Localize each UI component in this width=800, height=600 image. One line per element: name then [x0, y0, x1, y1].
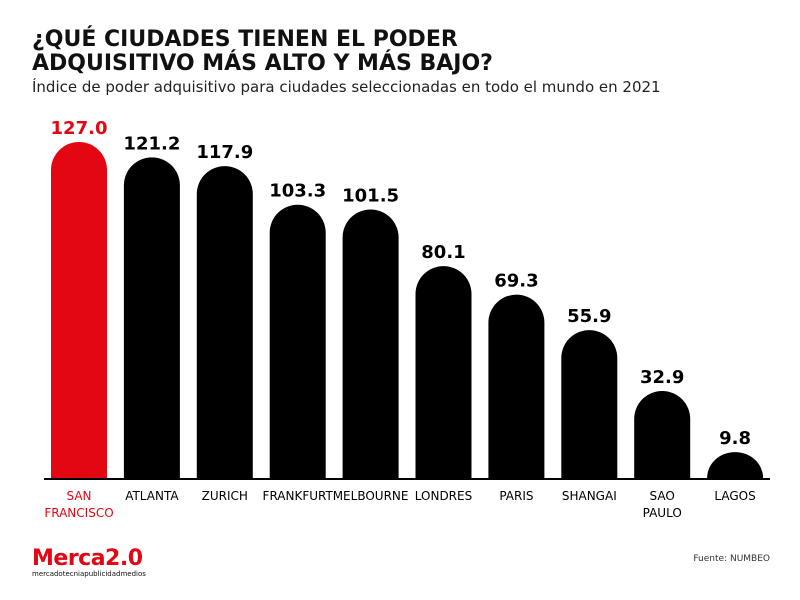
- data-label: 80.1: [421, 242, 465, 263]
- category-label: ATLANTA: [125, 489, 179, 503]
- bar: [415, 266, 472, 478]
- merca20-logo: Merca2.0 mercadotecniapublicidadmedios: [32, 548, 152, 579]
- category-label: SAO: [650, 489, 675, 503]
- category-label: PARIS: [499, 489, 533, 503]
- bar: [707, 452, 764, 478]
- category-label: SAN: [66, 489, 91, 503]
- category-label: LAGOS: [714, 489, 755, 503]
- data-label: 55.9: [567, 306, 611, 327]
- category-label: FRANKFURT: [263, 489, 334, 503]
- bar: [51, 142, 107, 478]
- bar: [269, 204, 326, 478]
- category-label: PAULO: [643, 506, 682, 520]
- data-label: 9.8: [719, 428, 751, 449]
- category-label: ZURICH: [202, 489, 248, 503]
- bar: [196, 166, 253, 478]
- data-label: 127.0: [51, 118, 108, 139]
- logo-tagline: mercadotecniapublicidadmedios: [32, 570, 146, 578]
- data-label: 103.3: [269, 181, 326, 202]
- chart-title-line-1: ¿QUÉ CIUDADES TIENEN EL PODER: [32, 27, 458, 52]
- category-label: LONDRES: [415, 489, 472, 503]
- data-label: 101.5: [342, 185, 399, 206]
- bar: [561, 330, 618, 478]
- bar: [123, 157, 180, 478]
- logo-wordmark: Merca2.0: [32, 546, 143, 571]
- data-label: 69.3: [494, 271, 538, 292]
- category-label: FRANCISCO: [44, 506, 113, 520]
- chart-title-line-2: ADQUISITIVO MÁS ALTO Y MÁS BAJO?: [32, 51, 493, 76]
- bar: [634, 390, 691, 478]
- category-label: SHANGAI: [562, 489, 617, 503]
- data-label: 117.9: [196, 142, 253, 163]
- chart-title: ¿QUÉ CIUDADES TIENEN EL PODER ADQUISITIV…: [32, 28, 732, 76]
- category-label: MELBOURNE: [333, 489, 409, 503]
- source-note: Fuente: NUMBEO: [693, 554, 770, 564]
- data-label: 32.9: [640, 367, 684, 388]
- data-label: 121.2: [123, 133, 180, 154]
- chart-subtitle: Índice de poder adquisitivo para ciudade…: [32, 78, 661, 96]
- bar: [342, 209, 399, 478]
- bar: [488, 294, 545, 478]
